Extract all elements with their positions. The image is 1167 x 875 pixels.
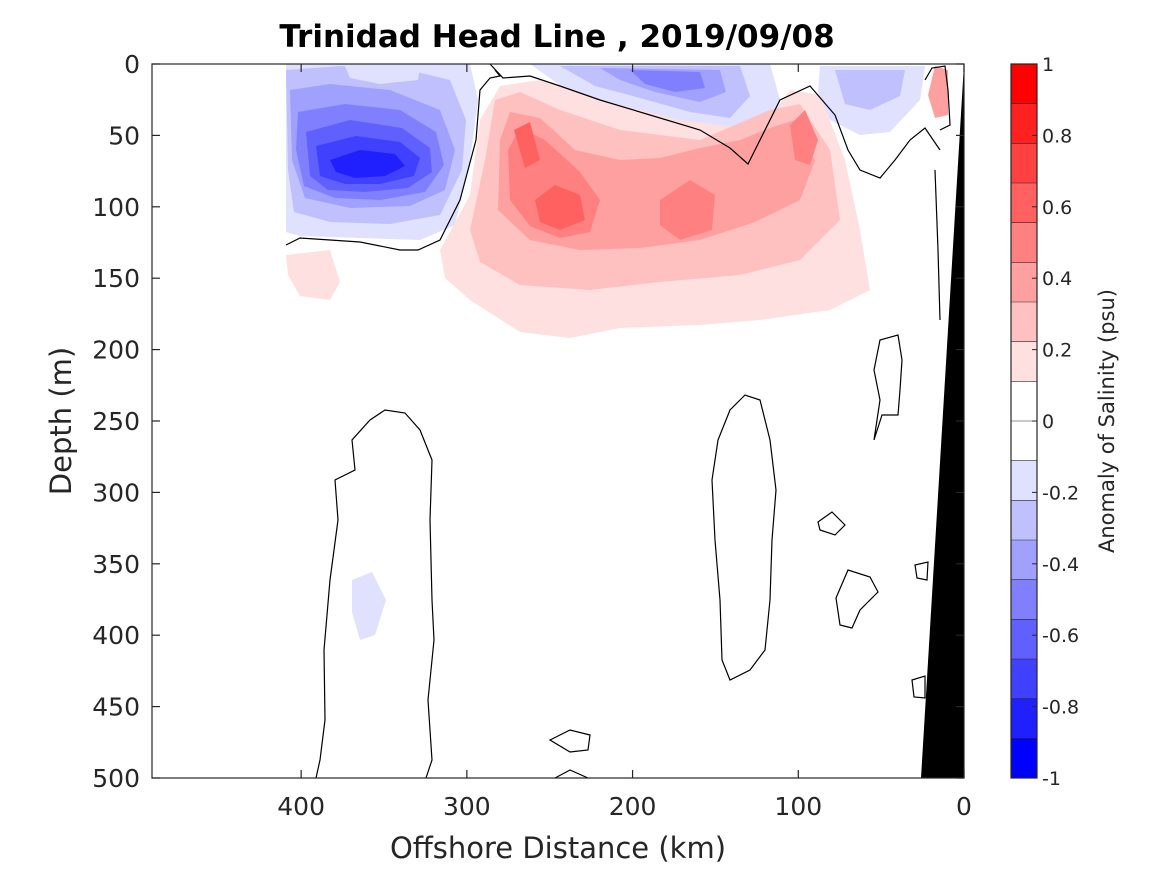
colorbar-swatch <box>1011 143 1037 184</box>
colorbar-swatch <box>1011 579 1037 620</box>
colorbar-swatch <box>1011 500 1037 541</box>
fresh-surface-patch4 <box>630 70 705 92</box>
zero-contour-blob5 <box>554 769 589 778</box>
zero-contour-blob4 <box>548 729 591 753</box>
y-tick-label: 500 <box>92 764 140 793</box>
zero-contour-shelf <box>934 169 941 321</box>
x-tick-label: 300 <box>443 792 491 821</box>
zero-contour-blob2 <box>817 511 846 536</box>
x-tick-label: 0 <box>956 792 972 821</box>
y-axis: 0 50 100 150 200 250 300 350 400 450 500 <box>92 50 964 793</box>
colorbar-tick-label: 0.4 <box>1042 268 1072 290</box>
y-tick-label: 150 <box>92 264 140 293</box>
y-tick-label: 300 <box>92 478 140 507</box>
y-tick-label: 400 <box>92 621 140 650</box>
contour-fills <box>286 64 948 640</box>
x-tick-label: 100 <box>774 792 822 821</box>
y-tick-label: 350 <box>92 550 140 579</box>
colorbar-tick-label: -0.2 <box>1042 482 1079 504</box>
colorbar-tick-label: 0 <box>1042 411 1054 433</box>
fresh-anomaly-level7 <box>330 150 405 178</box>
colorbar-swatch <box>1011 421 1037 462</box>
x-tick-label: 400 <box>277 792 325 821</box>
zero-contour-deep-mid <box>711 394 777 681</box>
colorbar-swatch <box>1011 222 1037 263</box>
zero-contour-deep-west <box>315 409 435 778</box>
fresh-surface-thin <box>345 66 420 84</box>
salty-coastal-patch <box>928 66 948 118</box>
colorbar-tick-label: 0.2 <box>1042 340 1072 362</box>
fresh-deep-patch <box>352 572 386 640</box>
fresh-nearshore-patch2 <box>835 70 905 110</box>
colorbar-tick-label: -0.8 <box>1042 697 1079 719</box>
y-tick-label: 200 <box>92 336 140 365</box>
colorbar-tick-label: -0.4 <box>1042 554 1079 576</box>
colorbar-swatch <box>1011 64 1037 105</box>
colorbar-swatch <box>1011 183 1037 224</box>
salty-core-main <box>535 185 585 230</box>
colorbar-swatch <box>1011 381 1037 422</box>
y-tick-label: 250 <box>92 407 140 436</box>
chart-title: Trinidad Head Line , 2019/09/08 <box>279 19 834 55</box>
colorbar-tick-label: 0.8 <box>1042 125 1072 147</box>
x-axis: 400 300 200 100 0 <box>277 64 972 821</box>
y-tick-label: 0 <box>124 50 140 79</box>
colorbar-label: Anomaly of Salinity (psu) <box>1095 289 1119 553</box>
colorbar-swatch <box>1011 738 1037 779</box>
salty-core-upper <box>514 122 540 168</box>
zero-contour-upper <box>285 69 502 251</box>
colorbar-swatch <box>1011 460 1037 501</box>
salty-anomaly-level4c <box>790 110 818 165</box>
x-tick-label: 200 <box>609 792 657 821</box>
colorbar-tick-label: -0.6 <box>1042 625 1079 647</box>
zero-contour-blob3 <box>835 569 879 629</box>
zero-contour-blob6 <box>911 675 926 699</box>
colorbar-tick-label: -1 <box>1042 768 1061 790</box>
colorbar-swatch <box>1011 341 1037 382</box>
zero-contour-blob7 <box>914 561 929 581</box>
plot-area <box>285 64 964 778</box>
zero-contour-surface <box>489 64 941 179</box>
colorbar-swatch <box>1011 302 1037 343</box>
y-tick-label: 100 <box>92 193 140 222</box>
y-tick-label: 450 <box>92 693 140 722</box>
bathymetry-shelf <box>921 64 964 778</box>
colorbar-swatch <box>1011 698 1037 739</box>
colorbar-swatch <box>1011 103 1037 144</box>
colorbar-tick-label: 0.6 <box>1042 197 1072 219</box>
contour-lines <box>285 64 951 778</box>
zero-contour-blob1 <box>873 334 903 441</box>
salty-anomaly-level4b <box>660 180 715 240</box>
y-axis-label: Depth (m) <box>44 347 78 495</box>
colorbar-tick-label: 1 <box>1042 54 1054 76</box>
colorbar-swatch <box>1011 619 1037 660</box>
colorbar-swatch <box>1011 659 1037 700</box>
salty-small-patch <box>286 250 340 300</box>
x-axis-label: Offshore Distance (km) <box>390 831 726 865</box>
colorbar-swatch <box>1011 262 1037 303</box>
zero-contour-coastal <box>924 65 951 131</box>
colorbar: 1 0.8 0.6 0.4 0.2 0 -0.2 -0.4 -0.6 -0.8 -1 <box>1010 54 1079 790</box>
y-tick-label: 50 <box>108 121 140 150</box>
colorbar-swatch <box>1011 540 1037 581</box>
